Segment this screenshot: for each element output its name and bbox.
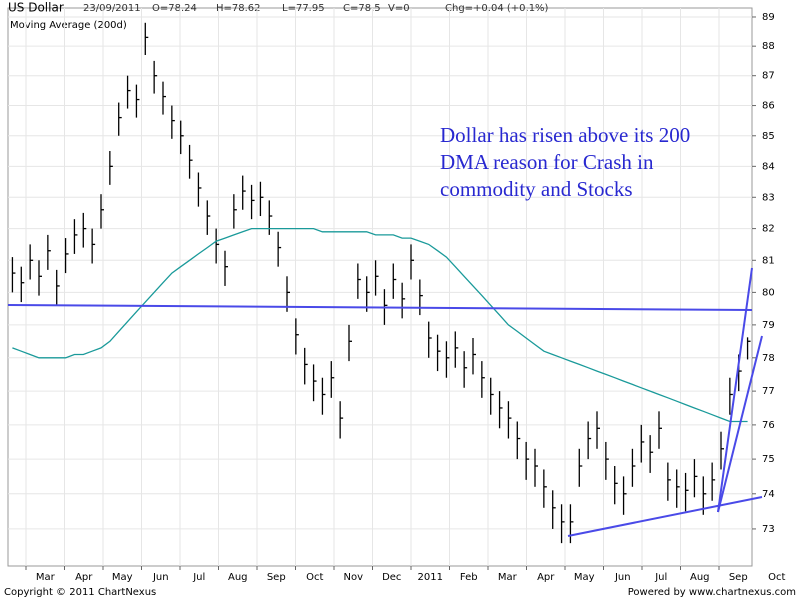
y-tick-label: 77 [762, 386, 775, 397]
x-tick-label: Oct [768, 572, 785, 583]
y-tick-label: 75 [762, 454, 775, 465]
y-tick-label: 87 [762, 71, 775, 82]
trend-lines [7, 267, 763, 537]
date: 23/09/2011 [83, 3, 141, 14]
y-tick-label: 78 [762, 353, 775, 364]
plot-frame [7, 7, 753, 567]
trend-line [717, 267, 753, 513]
bars [8, 8, 752, 566]
annotation: Dollar has risen above its 200 DMA reaso… [440, 123, 691, 201]
moving-average [12, 227, 748, 423]
annotation-box: Dollar has risen above its 200 DMA reaso… [440, 123, 691, 201]
x-tick-label: Dec [382, 572, 401, 583]
low: L=77.95 [282, 3, 325, 14]
trend-line [7, 304, 753, 311]
y-tick-label: 86 [762, 101, 775, 112]
y-tick-label: 84 [762, 161, 775, 172]
x-tick-label: Aug [228, 572, 248, 583]
chart-title: US Dollar [8, 1, 64, 15]
x-tick-label: Jul [192, 572, 205, 583]
x-tick-label: Mar [498, 572, 518, 583]
x-tick-label: Mar [36, 572, 56, 583]
y-tick-label: 89 [762, 12, 775, 23]
close: C=78.5 [343, 3, 381, 14]
high: H=78.62 [216, 3, 261, 14]
y-tick-label: 81 [762, 255, 775, 266]
x-tick-label: Sep [729, 572, 748, 583]
x-tick-label: Aug [690, 572, 710, 583]
x-tick-label: Nov [343, 572, 363, 583]
open: O=78.24 [152, 3, 197, 14]
legend-entry: Moving Average (200d) [10, 20, 127, 31]
footer-right: Powered by www.chartnexus.com [628, 587, 796, 598]
x-tick-label: May [574, 572, 595, 583]
x-tick-label: Sep [267, 572, 286, 583]
y-tick-label: 74 [762, 489, 775, 500]
y-tick-label: 79 [762, 320, 775, 331]
y-tick-label: 76 [762, 420, 775, 431]
x-tick-label: Feb [460, 572, 478, 583]
footer-left: Copyright © 2011 ChartNexus [4, 587, 156, 598]
x-tick-label: Apr [75, 572, 93, 583]
x-tick-label: Jun [152, 572, 169, 583]
change: Chg=+0.04 (+0.1%) [445, 3, 549, 14]
x-tick-label: Jul [654, 572, 667, 583]
y-tick-label: 88 [762, 41, 775, 52]
x-tick-label: Apr [537, 572, 555, 583]
x-tick-label: 2011 [418, 572, 443, 583]
y-tick-label: 83 [762, 192, 775, 203]
trend-line [717, 335, 763, 513]
trend-line [567, 496, 763, 537]
x-tick-label: Jun [614, 572, 631, 583]
y-tick-label: 82 [762, 224, 775, 235]
x-tick-label: May [112, 572, 133, 583]
x-tick-label: Oct [306, 572, 323, 583]
y-tick-label: 85 [762, 131, 775, 142]
y-tick-label: 73 [762, 524, 775, 535]
volume: V=0 [388, 3, 410, 14]
y-tick-label: 80 [762, 287, 775, 298]
